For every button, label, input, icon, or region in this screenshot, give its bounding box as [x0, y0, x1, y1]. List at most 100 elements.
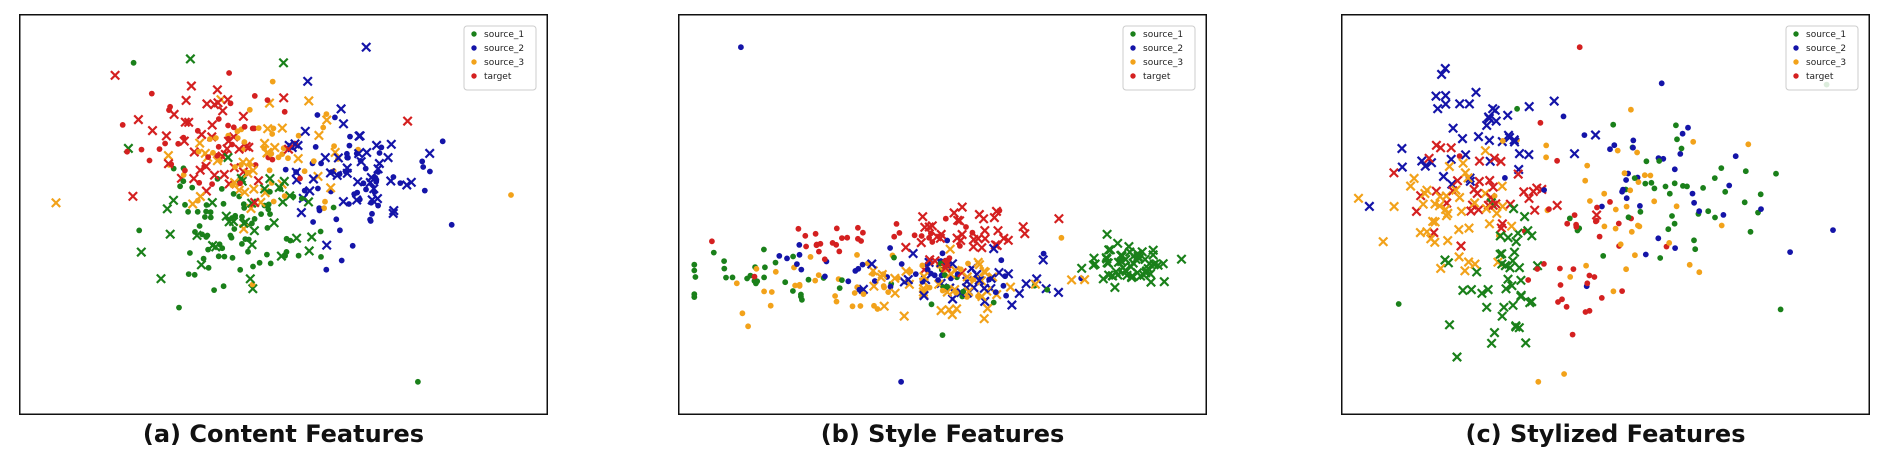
stylized-features-panel: source_1 source_2 source_3 target [1341, 14, 1870, 415]
cross-source-2 [320, 152, 331, 163]
cross-source-2 [1509, 134, 1520, 145]
point-source-3 [1535, 378, 1542, 385]
point-source-1 [228, 234, 235, 241]
point-source-2 [1726, 182, 1733, 189]
cross-source-2 [1416, 156, 1427, 166]
cross-source-3 [1463, 257, 1474, 267]
legend-marker-source-1 [1130, 31, 1136, 37]
cross-source-1 [306, 232, 317, 242]
point-source-3 [232, 164, 238, 170]
point-source-3 [322, 198, 328, 205]
cross-source-2 [354, 131, 365, 142]
point-target [1576, 44, 1583, 51]
cross-target [932, 231, 942, 242]
point-source-3 [320, 124, 327, 131]
cross-source-1 [1457, 285, 1468, 296]
point-source-2 [310, 219, 316, 225]
cross-target [1473, 204, 1484, 215]
point-source-1 [729, 274, 736, 281]
point-source-1 [264, 225, 271, 231]
cross-source-2 [1481, 120, 1492, 131]
cross-source-2 [1440, 99, 1451, 110]
point-source-3 [849, 303, 856, 310]
cross-source-2 [1487, 103, 1498, 114]
point-source-2 [1658, 80, 1665, 87]
point-source-2 [369, 210, 375, 217]
cross-source-1 [165, 229, 176, 240]
point-source-2 [282, 166, 289, 173]
cross-target [979, 225, 990, 236]
point-source-3 [1632, 252, 1638, 259]
point-source-3 [753, 265, 760, 272]
cross-source-1 [1500, 260, 1511, 271]
cross-source-2 [866, 259, 877, 269]
point-source-1 [1044, 286, 1051, 293]
cross-source-2 [325, 167, 336, 178]
cross-source-3 [1442, 235, 1453, 246]
cross-source-2 [979, 296, 990, 307]
cross-target [955, 235, 966, 246]
cross-source-2 [388, 205, 399, 216]
cross-source-2 [1448, 123, 1459, 134]
legend-label-source-2: source_2 [1806, 44, 1846, 54]
point-source-1 [202, 214, 208, 220]
legend-marker-target [471, 73, 477, 79]
point-source-1 [928, 301, 935, 308]
point-source-3 [807, 254, 814, 260]
cross-source-3 [1378, 236, 1389, 247]
point-target [928, 230, 934, 237]
cross-source-2 [1003, 268, 1014, 279]
cross-source-1 [1159, 276, 1170, 287]
point-source-1 [267, 211, 273, 218]
point-target [1554, 157, 1560, 164]
point-source-1 [220, 283, 227, 290]
cross-source-2 [302, 76, 313, 87]
cross-target [183, 117, 194, 128]
cross-target [916, 237, 927, 248]
point-source-2 [776, 253, 783, 259]
cross-source-1 [196, 259, 207, 270]
cross-target [976, 242, 987, 253]
cross-target [968, 241, 979, 252]
cross-source-1 [1112, 238, 1123, 249]
point-source-2 [859, 261, 866, 268]
point-source-3 [270, 125, 277, 132]
cross-source-1 [192, 230, 202, 241]
point-source-3 [772, 268, 779, 275]
point-source-2 [1689, 190, 1696, 197]
point-source-1 [1625, 214, 1632, 221]
point-source-2 [346, 201, 352, 207]
cross-source-2 [1549, 96, 1560, 107]
cross-target [1424, 153, 1435, 164]
legend-box [1785, 25, 1859, 91]
point-source-1 [1656, 158, 1663, 164]
cross-target [209, 170, 220, 181]
cross-source-3 [1421, 185, 1432, 196]
point-source-1 [130, 59, 137, 66]
point-target [1586, 272, 1593, 279]
point-source-3 [1651, 198, 1658, 205]
point-source-3 [957, 266, 964, 273]
point-source-2 [337, 227, 343, 234]
point-source-3 [1621, 170, 1628, 177]
cross-source-1 [207, 197, 218, 208]
cross-source-3 [980, 267, 991, 278]
cross-target [919, 222, 930, 233]
cross-target [201, 98, 212, 109]
point-source-2 [323, 266, 330, 273]
cross-target [1495, 156, 1506, 167]
point-target [816, 248, 822, 255]
cross-source-1 [1495, 230, 1506, 241]
point-target [214, 152, 221, 159]
cross-source-3 [890, 288, 901, 299]
cross-source-1 [1495, 249, 1506, 260]
point-source-1 [221, 253, 228, 260]
legend-marker-source-3 [471, 59, 477, 65]
point-source-3 [1601, 190, 1608, 197]
point-target [751, 273, 758, 280]
cross-source-1 [1107, 270, 1118, 281]
scatter-points [51, 42, 514, 385]
point-source-2 [935, 277, 941, 283]
